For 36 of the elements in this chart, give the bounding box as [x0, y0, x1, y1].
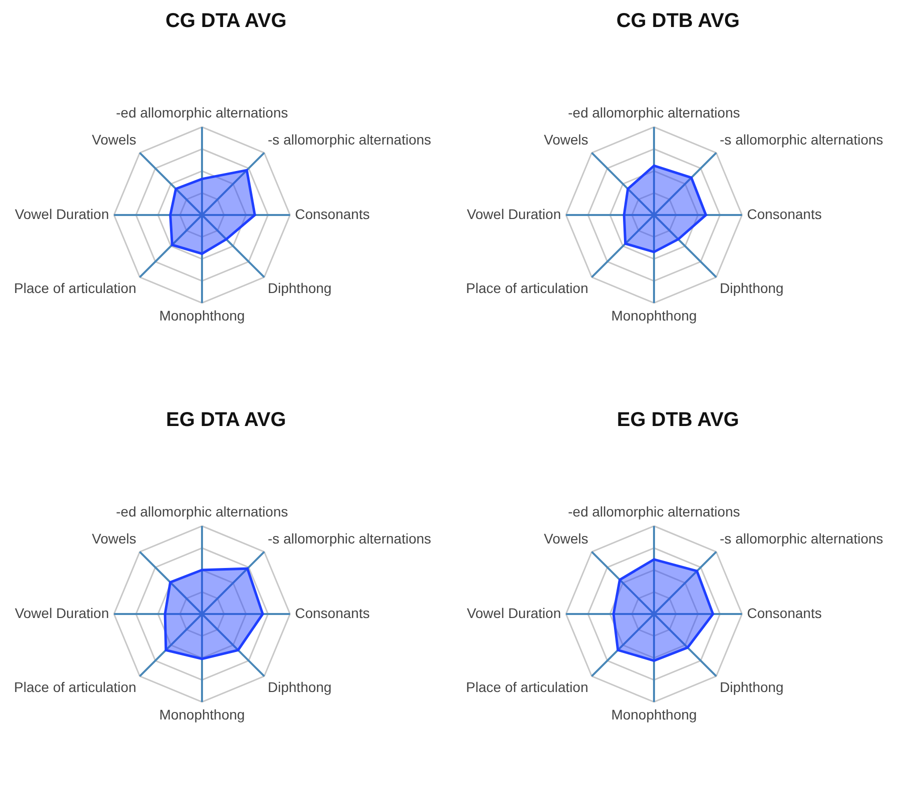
spoke-label: Consonants	[295, 604, 370, 621]
spoke-label: Diphthong	[720, 679, 784, 696]
spoke-label: Monophthong	[611, 706, 697, 722]
spoke-label: Diphthong	[268, 280, 332, 296]
spoke-label: -s allomorphic alternations	[268, 530, 432, 547]
spoke-label: Vowels	[92, 530, 136, 547]
spoke-label: -ed allomorphic alternations	[568, 104, 740, 120]
spoke-label: Vowel Duration	[14, 206, 109, 222]
chart-title: CG DTA AVG	[164, 10, 288, 34]
chart-title: EG DTB AVG	[616, 409, 740, 433]
spoke-label: -s allomorphic alternations	[720, 132, 884, 148]
spoke-label: Vowel Duration	[466, 604, 561, 621]
spoke-label: Place of articulation	[466, 679, 588, 696]
spoke-label: -s allomorphic alternations	[720, 530, 884, 547]
spoke-label: Place of articulation	[466, 280, 588, 296]
spoke-label: -ed allomorphic alternations	[116, 104, 288, 120]
spoke-label: Vowels	[544, 132, 588, 148]
chart-title: EG DTA AVG	[165, 409, 287, 433]
spoke-label: Vowel Duration	[466, 206, 561, 222]
spoke-label: Monophthong	[611, 307, 697, 324]
spoke-label: Consonants	[295, 206, 370, 222]
spoke-label: Monophthong	[159, 706, 245, 722]
spoke-label: Place of articulation	[14, 280, 136, 296]
spoke-label: Monophthong	[159, 307, 245, 324]
spoke-label: Consonants	[747, 206, 822, 222]
chart-title: CG DTB AVG	[615, 10, 741, 34]
spoke-label: -ed allomorphic alternations	[116, 503, 288, 520]
spoke-label: Diphthong	[720, 280, 784, 296]
spoke-label: Vowels	[92, 132, 136, 148]
spoke-label: Vowels	[544, 530, 588, 547]
spoke-label: Vowel Duration	[14, 604, 109, 621]
spoke-label: Place of articulation	[14, 679, 136, 696]
spoke-label: -ed allomorphic alternations	[568, 503, 740, 520]
spoke-label: Consonants	[747, 604, 822, 621]
spoke-label: Diphthong	[268, 679, 332, 696]
spoke-label: -s allomorphic alternations	[268, 132, 432, 148]
